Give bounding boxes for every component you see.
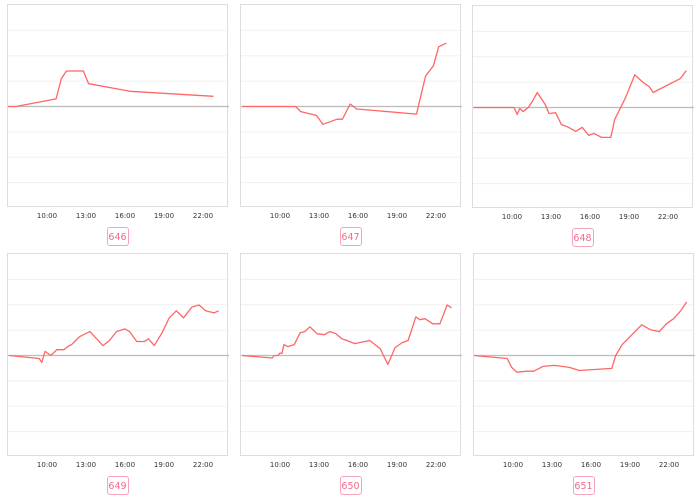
line-chart: 10:00 13:00 16:00 19:00 22:00 [8,278,229,469]
line-chart: 10:00 13:00 16:00 19:00 22:00 [241,29,462,220]
series-line [9,304,219,364]
x-tick-label: 16:00 [348,461,368,469]
x-tick-label: 13:00 [76,461,96,469]
chart-label-badge[interactable]: 647 [339,227,362,246]
series-line [473,301,688,373]
chart-label-badge[interactable]: 648 [571,228,594,247]
x-tick-label: 22:00 [659,461,679,469]
x-tick-label: 10:00 [503,461,523,469]
x-tick-label: 22:00 [193,212,213,220]
x-tick-label: 22:00 [193,461,213,469]
x-tick-label: 10:00 [37,461,57,469]
x-tick-label: 16:00 [115,212,135,220]
x-tick-label: 13:00 [309,461,329,469]
x-tick-label: 13:00 [542,461,562,469]
line-chart: 10:00 13:00 16:00 19:00 22:00 [473,30,694,221]
series-line [8,70,214,108]
chart-panel-647: 10:00 13:00 16:00 19:00 22:00 [240,4,462,220]
chart-label-badge[interactable]: 646 [106,227,129,246]
chart-label-badge[interactable]: 649 [106,476,129,495]
x-tick-label: 19:00 [154,212,174,220]
x-tick-label: 16:00 [348,212,368,220]
x-tick-label: 19:00 [387,212,407,220]
x-tick-label: 19:00 [387,461,407,469]
x-tick-label: 22:00 [426,461,446,469]
chart-label-badge[interactable]: 651 [572,476,595,495]
chart-label-badge[interactable]: 650 [339,476,362,495]
x-tick-label: 22:00 [426,212,446,220]
chart-panel-649: 10:00 13:00 16:00 19:00 22:00 [7,253,229,469]
x-tick-label: 16:00 [115,461,135,469]
chart-panel-648: 10:00 13:00 16:00 19:00 22:00 [472,5,694,221]
x-tick-label: 10:00 [37,212,57,220]
line-chart: 10:00 13:00 16:00 19:00 22:00 [241,278,462,469]
chart-panel-651: 10:00 13:00 16:00 19:00 22:00 [473,253,695,469]
series-line [242,42,447,125]
x-tick-label: 19:00 [154,461,174,469]
chart-panel-646: 10:00 13:00 16:00 19:00 22:00 [7,4,229,220]
x-tick-label: 13:00 [76,212,96,220]
line-chart: 10:00 13:00 16:00 19:00 22:00 [8,29,229,220]
x-tick-label: 13:00 [541,213,561,221]
x-tick-label: 19:00 [620,461,640,469]
line-chart: 10:00 13:00 16:00 19:00 22:00 [473,278,695,469]
series-line [473,70,687,139]
x-tick-label: 13:00 [309,212,329,220]
x-tick-label: 10:00 [270,461,290,469]
x-tick-label: 10:00 [270,212,290,220]
x-tick-label: 10:00 [502,213,522,221]
x-tick-label: 19:00 [619,213,639,221]
series-line [242,304,452,366]
x-tick-label: 16:00 [581,461,601,469]
x-tick-label: 22:00 [658,213,678,221]
x-tick-label: 16:00 [580,213,600,221]
chart-panel-650: 10:00 13:00 16:00 19:00 22:00 [240,253,462,469]
